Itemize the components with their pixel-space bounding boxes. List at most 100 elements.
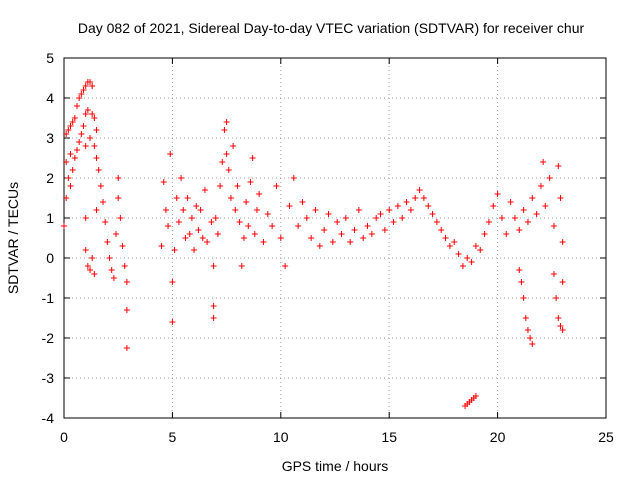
data-point <box>468 259 475 265</box>
x-tick-label: 20 <box>490 429 506 445</box>
data-point <box>472 243 479 249</box>
data-point <box>234 183 241 189</box>
data-point <box>87 135 94 141</box>
data-point <box>171 247 178 253</box>
data-point <box>93 127 100 133</box>
data-points <box>61 79 566 409</box>
data-point <box>184 195 191 201</box>
data-point <box>165 223 172 229</box>
data-point <box>282 263 289 269</box>
data-point <box>295 223 302 229</box>
data-point <box>74 103 81 109</box>
data-point <box>76 95 83 101</box>
data-point <box>95 167 102 173</box>
data-point <box>210 263 217 269</box>
x-tick-label: 5 <box>169 429 177 445</box>
data-point <box>84 107 91 113</box>
data-point <box>123 307 130 313</box>
data-point <box>368 231 375 237</box>
data-point <box>533 211 540 217</box>
data-point <box>212 215 219 221</box>
x-tick-label: 0 <box>60 429 68 445</box>
data-point <box>249 155 256 161</box>
data-point <box>61 223 67 229</box>
data-point <box>553 295 560 301</box>
data-point <box>338 231 345 237</box>
data-point <box>65 127 72 133</box>
data-point <box>102 219 109 225</box>
data-point <box>520 207 527 213</box>
data-point <box>71 115 78 121</box>
data-point <box>555 163 562 169</box>
data-point <box>394 203 401 209</box>
data-point <box>113 231 120 237</box>
data-point <box>455 251 462 257</box>
data-point <box>100 199 107 205</box>
data-point <box>84 263 91 269</box>
data-point <box>386 207 393 213</box>
data-point <box>217 183 224 189</box>
data-point <box>93 207 100 213</box>
data-point <box>78 91 85 97</box>
data-point <box>527 335 534 341</box>
data-point <box>180 207 187 213</box>
data-point <box>273 183 280 189</box>
data-point <box>412 195 419 201</box>
data-point <box>550 223 557 229</box>
data-point <box>117 215 124 221</box>
data-point <box>264 211 271 217</box>
data-point <box>477 247 484 253</box>
data-point <box>210 315 217 321</box>
data-point <box>299 199 306 205</box>
y-tick-label: 3 <box>46 130 54 146</box>
data-point <box>104 239 111 245</box>
data-point <box>550 271 557 277</box>
y-tick-label: 1 <box>46 210 54 226</box>
data-point <box>277 235 284 241</box>
data-point <box>542 203 549 209</box>
data-point <box>175 219 182 225</box>
data-point <box>65 175 72 181</box>
data-point <box>546 175 553 181</box>
data-point <box>511 215 518 221</box>
data-point <box>115 175 122 181</box>
data-point <box>420 195 427 201</box>
data-point <box>290 175 297 181</box>
data-point <box>364 223 371 229</box>
data-point <box>464 255 471 261</box>
data-point <box>321 227 328 233</box>
data-point <box>524 327 531 333</box>
data-point <box>425 203 432 209</box>
data-point <box>63 195 70 201</box>
data-point <box>269 223 276 229</box>
data-point <box>451 239 458 245</box>
data-point <box>557 195 564 201</box>
data-point <box>82 83 89 89</box>
data-point <box>446 243 453 249</box>
data-point <box>518 279 525 285</box>
data-point <box>87 267 94 273</box>
data-point <box>80 87 87 93</box>
data-point <box>342 215 349 221</box>
data-point <box>494 191 501 197</box>
data-point <box>529 195 536 201</box>
y-tick-label: -3 <box>42 370 55 386</box>
y-tick-label: 0 <box>46 250 54 266</box>
y-axis-label: SDTVAR / TECUs <box>5 182 21 294</box>
data-point <box>89 255 96 261</box>
data-point <box>160 179 167 185</box>
data-point <box>82 143 89 149</box>
data-point <box>232 207 239 213</box>
data-point <box>204 239 211 245</box>
data-point <box>438 227 445 233</box>
data-point <box>162 207 169 213</box>
data-point <box>201 187 208 193</box>
data-point <box>529 341 536 347</box>
chart-title: Day 082 of 2021, Sidereal Day-to-day VTE… <box>78 20 585 36</box>
data-point <box>106 255 113 261</box>
data-point <box>407 207 414 213</box>
y-tick-label: 4 <box>46 90 54 106</box>
data-point <box>498 215 505 221</box>
data-point <box>108 267 115 273</box>
data-point <box>377 211 384 217</box>
